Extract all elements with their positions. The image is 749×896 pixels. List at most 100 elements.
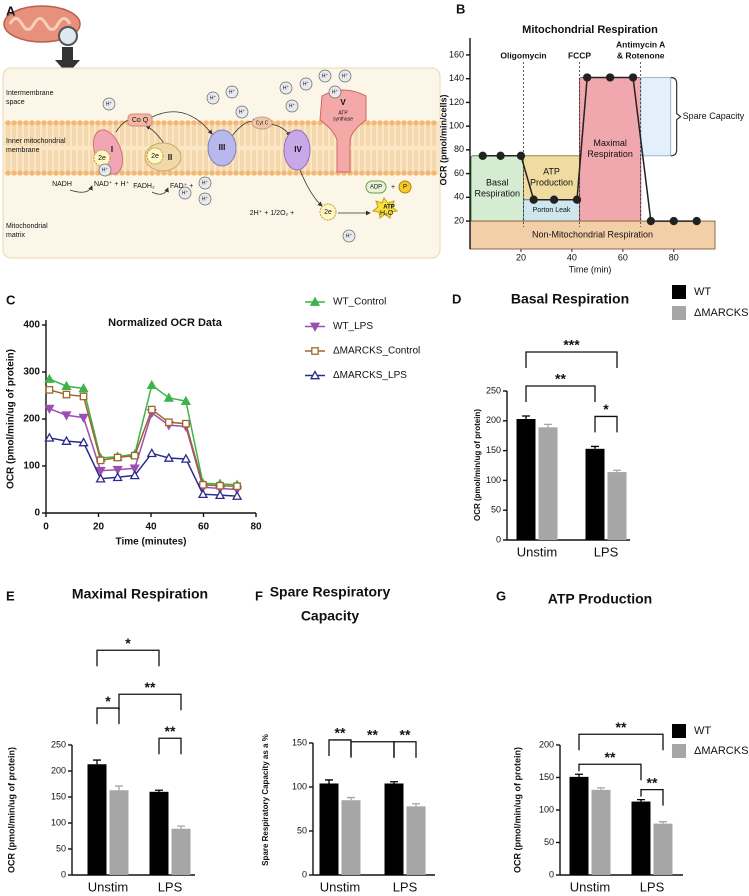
lipid-head [257, 170, 263, 176]
reactant: 2H⁺ + 1/2O₂ + [250, 209, 295, 217]
lipid-head [233, 120, 239, 126]
lipid-tail [414, 126, 418, 170]
y-tick-label: 200 [23, 414, 40, 425]
y-tick-label: 150 [292, 737, 307, 747]
lipid-head [89, 170, 95, 176]
lipid-head [209, 120, 215, 126]
reactant: ADP [370, 185, 382, 191]
y-tick-label: 120 [449, 97, 464, 107]
lipid-head [269, 170, 275, 176]
lipid-head [431, 120, 437, 126]
carrier-label: Co Q [132, 117, 149, 124]
lipid-tail [42, 126, 46, 170]
lipid-tail [120, 126, 124, 170]
bar [538, 427, 558, 540]
error-bar [347, 796, 355, 801]
marker [78, 437, 89, 447]
lipid-head [29, 120, 35, 126]
lipid-tail [324, 126, 328, 170]
proton [235, 105, 249, 119]
lipid-tail [258, 126, 262, 170]
lipid-head [305, 170, 311, 176]
lipid-tail [276, 126, 280, 170]
lipid-head [41, 170, 47, 176]
error-bar [575, 773, 583, 777]
marker [231, 490, 243, 500]
lipid-head [317, 120, 323, 126]
marker [95, 473, 106, 483]
lipid-tail [198, 126, 202, 170]
lipid-head [389, 170, 395, 176]
marker [496, 151, 505, 160]
lipid-head [383, 120, 389, 126]
lipid-head [83, 170, 89, 176]
region-label: membrane [6, 147, 40, 154]
injection-label: Antimycin A [616, 39, 665, 49]
lipid-head [371, 120, 377, 126]
lipid-head [137, 170, 143, 176]
y-tick-label: 100 [449, 121, 464, 131]
lipid-tail [6, 126, 10, 170]
region-label: Respiration [474, 188, 520, 198]
error-bar [591, 445, 599, 449]
injection-label: Oligomycin [500, 50, 546, 60]
y-tick-label: 140 [449, 73, 464, 83]
proton [279, 81, 293, 95]
lipid-head [101, 120, 107, 126]
complex-label: III [219, 143, 226, 152]
lipid-head [311, 120, 317, 126]
marker [78, 383, 89, 393]
lipid-head [167, 120, 173, 126]
legend-swatch [672, 724, 686, 738]
lipid-tail [354, 126, 358, 170]
y-tick-label: 100 [292, 781, 307, 791]
lipid-tail [408, 126, 412, 170]
y-tick-label: 0 [549, 869, 554, 879]
lipid-head [407, 170, 413, 176]
lipid-head [173, 170, 179, 176]
spare-bracket [670, 76, 682, 157]
marker [583, 73, 592, 82]
significance-bracket [525, 351, 618, 369]
y-tick-label: 150 [51, 791, 66, 801]
lipid-head [245, 170, 251, 176]
y-tick-label: 50 [297, 825, 307, 835]
bar [653, 823, 673, 875]
chart-title: Mitochondrial Respiration [522, 24, 658, 36]
lipid-head [197, 120, 203, 126]
lipid-head [35, 120, 41, 126]
y-tick-label: 300 [23, 367, 40, 378]
lipid-head [131, 170, 137, 176]
y-axis-label: OCR (pmol/min/ug of protein) [6, 349, 17, 489]
significance-bracket [118, 693, 182, 711]
lipid-tail [192, 126, 196, 170]
lipid-head [425, 170, 431, 176]
series-line [49, 389, 238, 487]
lipid-head [65, 120, 71, 126]
y-tick-label: 50 [56, 843, 66, 853]
error-bar [93, 759, 101, 765]
x-tick-label: 20 [516, 252, 526, 262]
y-tick-label: 160 [449, 49, 464, 59]
marker [61, 380, 72, 390]
x-axis-label: Time (min) [569, 264, 612, 274]
marker [628, 73, 638, 82]
lipid-tail [234, 126, 238, 170]
lipid-head [23, 120, 29, 126]
lipid-tail [378, 126, 382, 170]
atp-synthase-label: synthase [333, 116, 353, 122]
lipid-head [263, 170, 269, 176]
lipid-head [365, 120, 371, 126]
lipid-head [359, 170, 365, 176]
complex-label: I [111, 145, 113, 154]
region-label: Intermembrane [6, 90, 54, 97]
region-label: Inner mitochondrial [6, 138, 66, 145]
panel-label: A [6, 3, 16, 18]
marker [96, 456, 105, 465]
x-tick-label: 60 [198, 522, 210, 533]
marker [233, 482, 241, 491]
arrow [299, 169, 323, 207]
lipid-head [119, 170, 125, 176]
proton-label: H⁺ [102, 167, 109, 173]
